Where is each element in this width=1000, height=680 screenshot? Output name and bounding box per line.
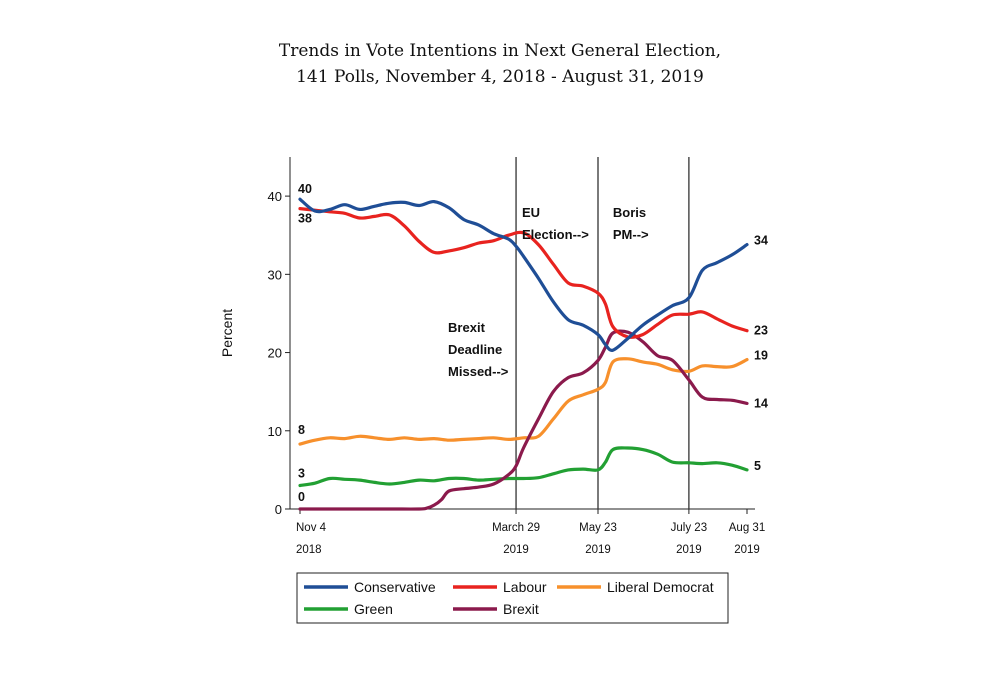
chart-title-line-1: Trends in Vote Intentions in Next Genera…	[278, 41, 722, 61]
legend-label-labour: Labour	[503, 579, 547, 595]
event-annotation: PM-->	[613, 227, 649, 242]
event-annotation: Election-->	[522, 227, 589, 242]
event-annotation: Brexit	[448, 320, 486, 335]
event-annotation: Boris	[613, 205, 646, 220]
y-tick-label: 30	[268, 267, 282, 282]
series-line-green	[298, 446, 749, 488]
end-label-labour: 23	[754, 324, 768, 338]
x-tick-label-year: 2019	[503, 544, 529, 556]
end-label-conservative: 34	[754, 234, 768, 248]
x-tick-label-year: 2019	[734, 544, 760, 556]
x-tick-label: March 29	[492, 522, 540, 534]
series-line-brexit	[298, 329, 749, 511]
start-label-brexit: 0	[298, 490, 305, 504]
x-tick-label: May 23	[579, 522, 617, 534]
start-label-labour: 38	[298, 212, 312, 226]
start-label-green: 3	[298, 467, 305, 481]
legend-label-conservative: Conservative	[354, 579, 436, 595]
x-tick-label: July 23	[671, 522, 707, 534]
y-tick-label: 40	[268, 189, 282, 204]
chart-labels: Brexit Deadline Missed--> EU Election--> Bori…	[298, 182, 768, 504]
start-label-liberal-democrat: 8	[298, 423, 305, 437]
y-tick-label: 10	[268, 424, 282, 439]
series-line-liberal-democrat	[298, 357, 749, 446]
x-tick-label-year: 2019	[585, 544, 611, 556]
event-annotation: Deadline	[448, 342, 502, 357]
series-line-labour	[298, 207, 749, 339]
event-annotation: EU	[522, 205, 540, 220]
legend-label-green: Green	[354, 601, 393, 617]
end-label-green: 5	[754, 459, 761, 473]
chart-title-line-2: 141 Polls, November 4, 2018 - August 31,…	[296, 67, 704, 87]
legend-box	[296, 572, 729, 624]
legend-label-brexit: Brexit	[503, 601, 539, 617]
start-label-conservative: 40	[298, 182, 312, 196]
x-tick-label-year: 2018	[296, 544, 322, 556]
series-lines	[298, 197, 749, 511]
legend-label-liberal-democrat: Liberal Democrat	[607, 579, 714, 595]
series-line-conservative	[298, 197, 749, 352]
chart-title: Trends in Vote Intentions in Next Genera…	[0, 38, 1000, 90]
y-tick-label: 20	[268, 346, 282, 361]
y-tick-label: 0	[275, 502, 282, 517]
event-annotation: Missed-->	[448, 364, 509, 379]
x-tick-label-year: 2019	[676, 544, 702, 556]
x-tick-label: Aug 31	[729, 522, 765, 534]
end-label-brexit: 14	[754, 396, 768, 410]
y-axis-label: Percent	[219, 309, 235, 357]
end-label-liberal-democrat: 19	[754, 349, 768, 363]
chart-legend: Conservative Labour Liberal Democrat Green B…	[296, 572, 729, 624]
x-tick-label: Nov 4	[296, 522, 327, 534]
